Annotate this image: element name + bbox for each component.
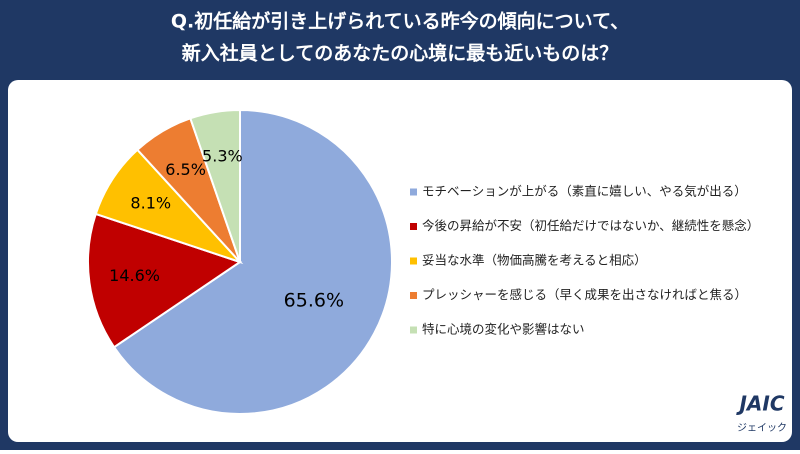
logo: JAIC (735, 392, 784, 416)
legend-label: プレッシャーを感じる（早く成果を出さなければと焦る） (422, 287, 747, 302)
logo-subtext: ジェイック (737, 422, 787, 434)
legend-swatch (410, 188, 417, 196)
data-label: 14.6% (109, 266, 160, 285)
data-label: 65.6% (284, 290, 344, 312)
data-label: 8.1% (130, 194, 171, 213)
pie-slice (112, 108, 393, 415)
legend-swatch (410, 223, 417, 230)
legend-swatch (410, 292, 417, 299)
pie-slice (87, 212, 243, 349)
chart-title: 新入社員としてのあなたの心境に最も近いものは？ (182, 42, 618, 65)
data-label: 5.3% (202, 147, 243, 166)
legend-swatch (410, 326, 417, 334)
chart-title: Q.初任給が引き上げられている昨今の傾向について、 (171, 10, 629, 33)
pie-slice (189, 108, 241, 263)
legend-swatch (410, 257, 417, 265)
data-label: 6.5% (165, 160, 206, 179)
legend-label: 特に心境の変化や影響はない (422, 322, 585, 337)
legend-label: 妥当な水準（物価高騰を考えると相応） (422, 253, 647, 268)
legend-label: モチベーションが上がる（素直に嬉しい、やる気が出る） (422, 184, 747, 199)
legend-label: 今後の昇給が不安（初任給だけではないか、継続性を懸念） (422, 218, 759, 233)
